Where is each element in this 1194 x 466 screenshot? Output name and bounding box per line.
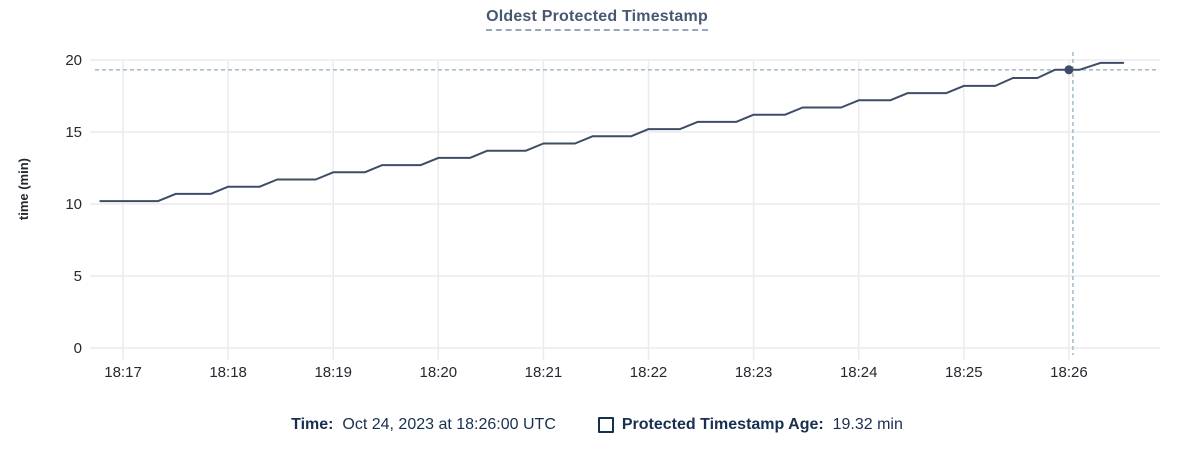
y-tick-label: 0 — [74, 340, 82, 357]
y-tick-label: 15 — [65, 124, 82, 141]
tooltip-time-value: Oct 24, 2023 at 18:26:00 UTC — [333, 416, 556, 433]
legend-series-value: 19.32 min — [823, 416, 903, 433]
x-tick-label: 18:23 — [735, 364, 773, 381]
y-tick-label: 5 — [74, 268, 82, 285]
y-tick-label: 20 — [65, 52, 82, 69]
chart-title[interactable]: Oldest Protected Timestamp — [486, 8, 708, 31]
x-tick-label: 18:25 — [945, 364, 983, 381]
tooltip-time: Time: Oct 24, 2023 at 18:26:00 UTC — [291, 416, 556, 434]
x-tick-label: 18:20 — [420, 364, 458, 381]
chart-header: Oldest Protected Timestamp — [0, 8, 1194, 31]
x-tick-label: 18:19 — [314, 364, 352, 381]
y-tick-label: 10 — [65, 196, 82, 213]
legend-series-checkbox[interactable] — [597, 417, 614, 433]
series-line — [99, 61, 1125, 203]
x-tick-label: 18:26 — [1050, 364, 1088, 381]
legend-series-label: Protected Timestamp Age: — [621, 416, 824, 433]
tooltip-time-label: Time: — [291, 416, 334, 433]
x-tick-label: 18:21 — [525, 364, 563, 381]
x-tick-label: 18:17 — [104, 364, 142, 381]
axis-labels: 0 5 10 15 20 18:17 18:18 18:19 18:20 18:21 18:22 18… — [65, 52, 1087, 381]
chart-canvas[interactable]: 0 5 10 15 20 18:17 18:18 18:19 18:20 18:21 18:22 18… — [0, 0, 1194, 400]
x-tick-label: 18:22 — [630, 364, 668, 381]
legend-series[interactable]: Protected Timestamp Age: 19.32 min — [597, 416, 903, 434]
chart-tooltip: Time: Oct 24, 2023 at 18:26:00 UTC Prote… — [0, 416, 1194, 434]
x-tick-label: 18:18 — [209, 364, 247, 381]
x-tick-label: 18:24 — [840, 364, 878, 381]
hover-point-dot — [1064, 65, 1074, 75]
grid-lines — [90, 59, 1160, 360]
